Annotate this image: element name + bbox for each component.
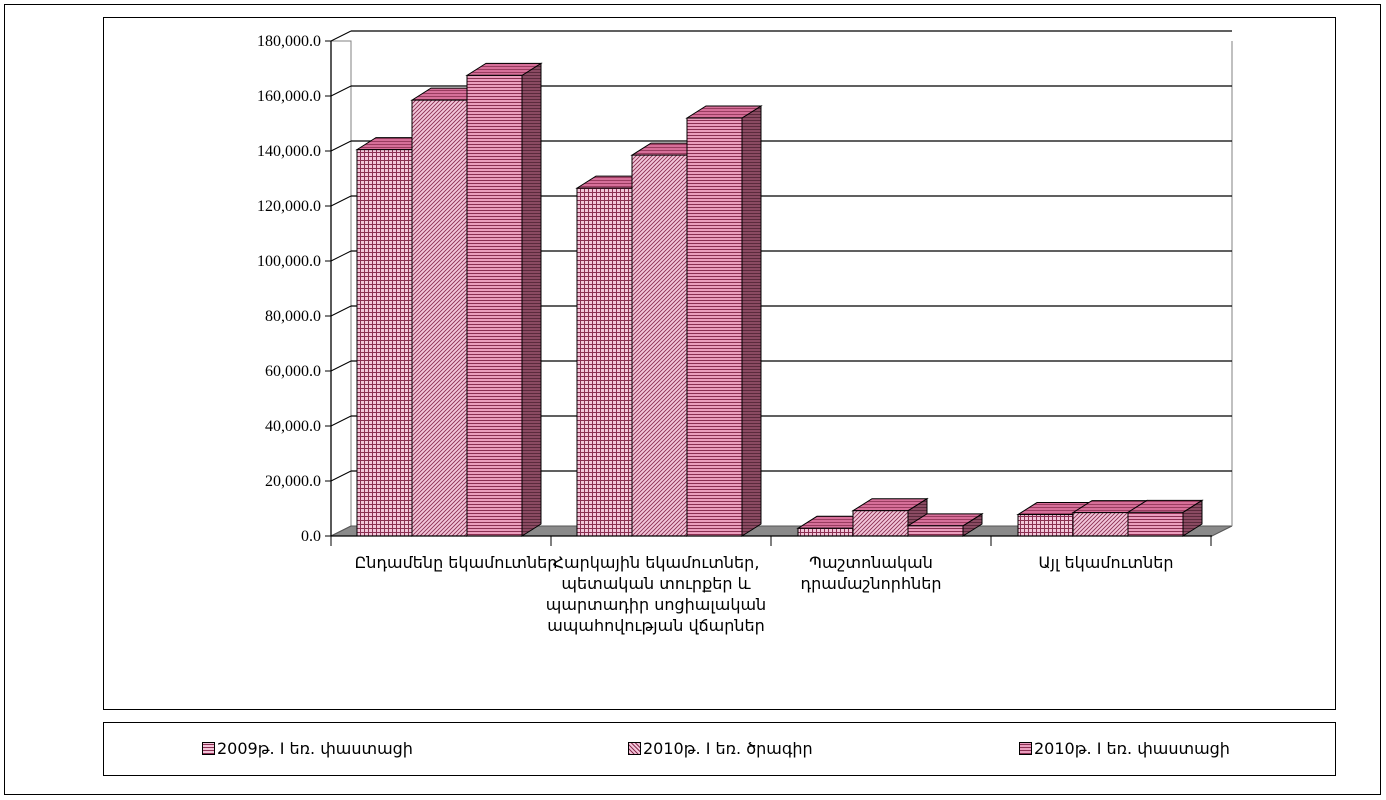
- bar: [1126, 499, 1204, 537]
- plot-area-border: [103, 17, 1336, 710]
- gridline-diag: [330, 140, 352, 152]
- bar-front: [466, 74, 523, 537]
- legend-swatch-diag-icon: [628, 742, 641, 755]
- legend-label: 2010թ. I եռ. ծրագիր: [643, 739, 813, 758]
- bar-front: [1127, 511, 1184, 537]
- bar: [685, 105, 763, 537]
- bar-front: [1017, 514, 1074, 537]
- gridline-diag: [330, 85, 352, 97]
- y-tick-label: 140,000.0: [257, 143, 321, 160]
- bar-side: [741, 105, 762, 537]
- y-tick-label: 120,000.0: [257, 198, 321, 215]
- bar: [465, 62, 543, 537]
- bar-front: [1072, 512, 1129, 537]
- y-tick-label: 20,000.0: [265, 473, 321, 490]
- legend-swatch-horiz-icon: [1019, 742, 1032, 755]
- bar-front: [576, 187, 633, 537]
- legend-label: 2009թ. I եռ. փաստացի: [217, 739, 413, 758]
- bar-front: [686, 117, 743, 537]
- legend-item-2010-plan: 2010թ. I եռ. ծրագիր: [628, 739, 813, 759]
- bar-front: [797, 527, 854, 537]
- category-label: Պաշտոնական դրամաշնորհներ: [800, 553, 942, 593]
- y-tick-label: 100,000.0: [257, 253, 321, 270]
- y-tick-label: 40,000.0: [265, 418, 321, 435]
- y-tick-label: 60,000.0: [265, 363, 321, 380]
- y-tick-label: 160,000.0: [257, 88, 321, 105]
- legend-item-2010-actual: 2010թ. I եռ. փաստացի: [1019, 739, 1230, 759]
- gridline-diag: [330, 470, 352, 482]
- y-tick-label: 180,000.0: [257, 33, 321, 50]
- side-wall: [330, 40, 352, 537]
- legend-item-2009-actual: 2009թ. I եռ. փաստացի: [202, 739, 413, 759]
- bar-front: [356, 149, 413, 537]
- bar-front: [631, 154, 688, 537]
- gridline-diag: [330, 305, 352, 317]
- category-label: Ընդամենը եկամուտներ: [354, 553, 558, 572]
- gridline-diag: [330, 30, 352, 42]
- gridline-diag: [330, 250, 352, 262]
- gridline-diag: [330, 195, 352, 207]
- y-tick-label: 0.0: [301, 528, 321, 545]
- legend-label: 2010թ. I եռ. փաստացի: [1034, 739, 1230, 758]
- bar-side: [521, 62, 542, 537]
- chart-frame: [4, 4, 1381, 795]
- bar-front: [852, 510, 909, 537]
- bar: [906, 512, 984, 537]
- legend-box: [103, 722, 1336, 776]
- category-label: Հարկային եկամուտներ, պետական տուրքեր և պ…: [545, 553, 767, 635]
- y-tick-label: 80,000.0: [265, 308, 321, 325]
- legend-swatch-grid-icon: [202, 742, 215, 755]
- bar-front: [411, 99, 468, 537]
- gridline-diag: [330, 415, 352, 427]
- bar-front: [907, 525, 964, 537]
- category-label: Այլ եկամուտներ: [1038, 553, 1174, 572]
- gridline-diag: [330, 360, 352, 372]
